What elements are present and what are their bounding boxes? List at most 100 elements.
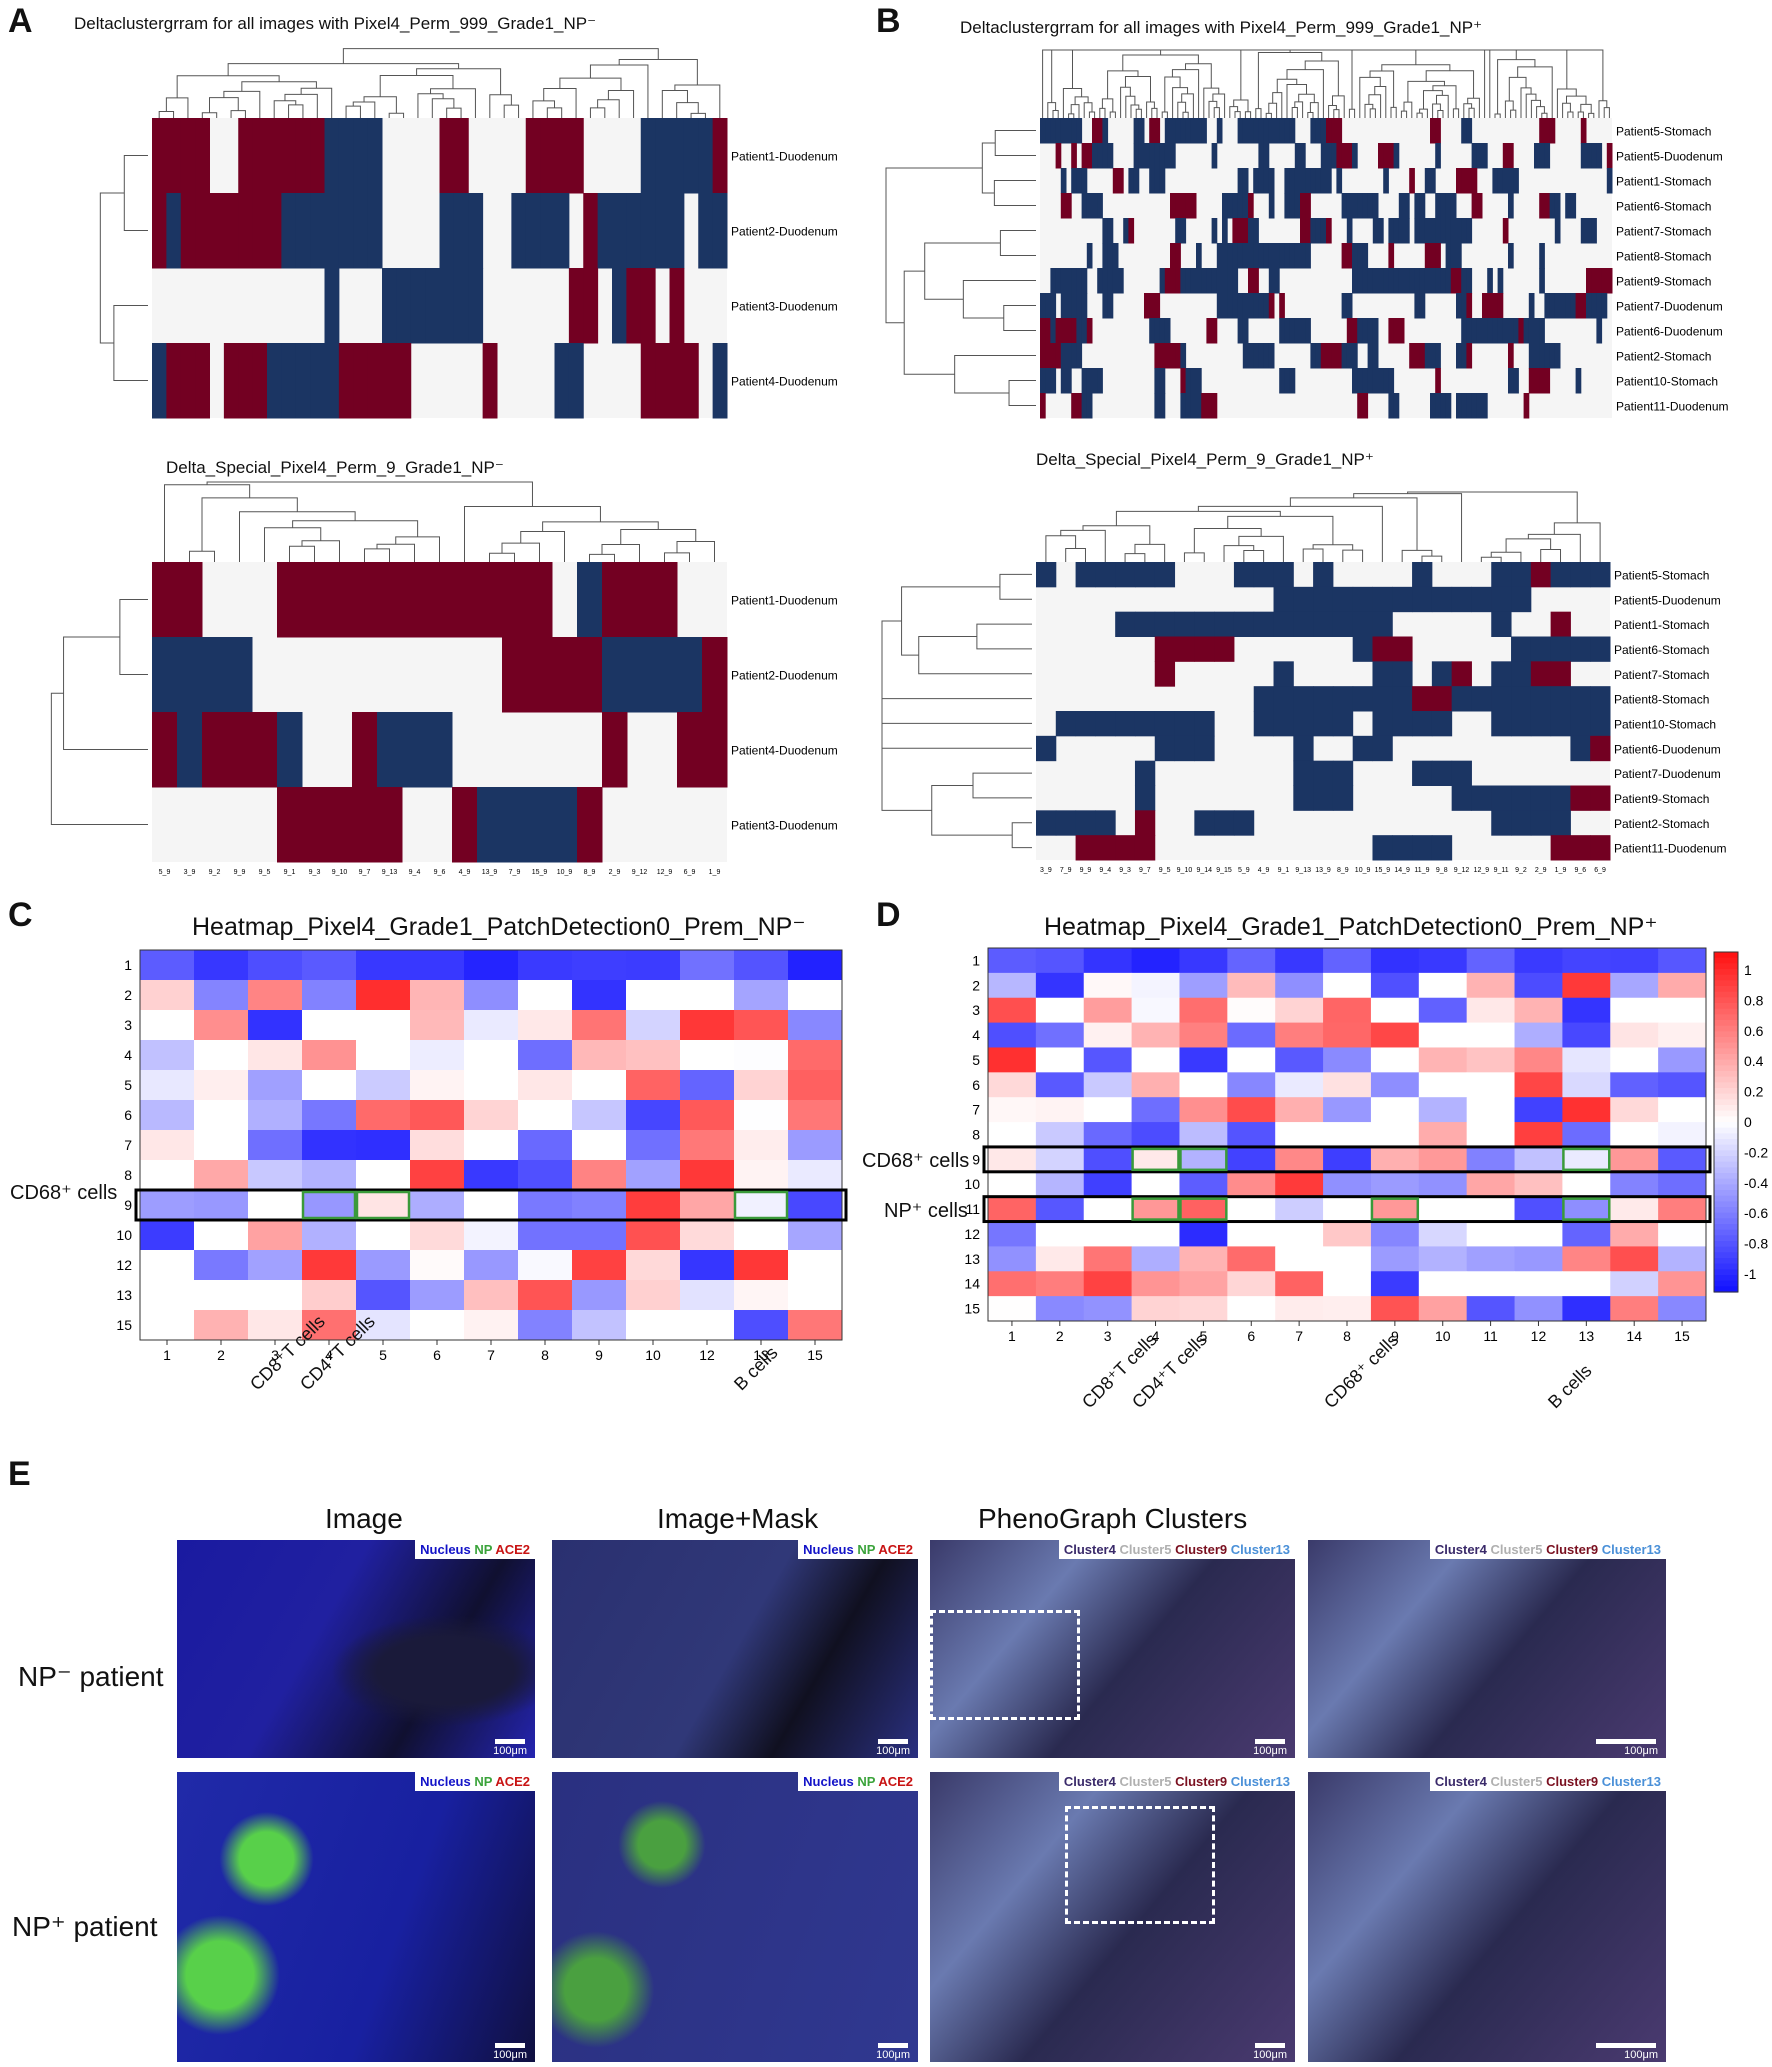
g-d-cell	[1658, 997, 1707, 1024]
g-c-cell	[194, 1280, 249, 1311]
g-c-cell	[356, 1280, 411, 1311]
g-b1-cell	[1190, 268, 1197, 294]
g-b1-cell	[1352, 318, 1358, 344]
g-d-row-tick: 14	[964, 1276, 980, 1292]
g-b2-cell	[1134, 711, 1156, 737]
g-b1-cell	[1076, 293, 1083, 319]
g-d-cell	[1658, 1072, 1707, 1098]
g-b1-cell	[1227, 193, 1233, 219]
g-d-cell	[1610, 1246, 1659, 1272]
g-b2-cell	[1352, 735, 1373, 762]
g-b1-cell	[1045, 343, 1051, 369]
g-a1-cell	[540, 193, 555, 269]
g-b2-row-label: Patient10-Stomach	[1614, 717, 1716, 731]
g-b1-cell	[1258, 143, 1265, 169]
g-b1-cell	[1164, 268, 1171, 294]
colorbar-tick: 0	[1744, 1114, 1752, 1130]
g-d-cell	[1466, 972, 1516, 999]
g-d-cell	[1323, 1171, 1372, 1198]
g-b1-cell	[1476, 143, 1483, 169]
g-d-cell	[1179, 997, 1228, 1024]
g-a1-cell	[439, 268, 455, 344]
g-b1-cell	[1414, 193, 1421, 219]
g-b1-cell	[1461, 393, 1467, 419]
colorbar-segment	[1714, 1286, 1738, 1293]
g-b1-cell	[1274, 118, 1280, 144]
g-d-cell	[1514, 997, 1563, 1024]
g-d-cell	[1658, 1296, 1707, 1322]
g-b2-cell	[1036, 562, 1057, 588]
g-b1-cell	[1258, 168, 1265, 194]
g-b1-cell	[1066, 118, 1072, 144]
g-a2-cell	[702, 712, 728, 788]
g-c-col-tick: 2	[217, 1347, 225, 1363]
g-a2-cell	[377, 712, 403, 788]
g-a1-cell	[482, 343, 498, 419]
g-b2-cell	[1530, 785, 1552, 811]
colorbar-segment	[1714, 1031, 1738, 1038]
g-b1-cell	[1154, 343, 1161, 369]
g-b1-cell	[1326, 343, 1332, 369]
g-a1-cell	[453, 268, 469, 344]
g-a1-cell	[180, 343, 196, 419]
g-c-cell	[356, 980, 411, 1011]
g-c-row-tick: 6	[124, 1107, 132, 1123]
g-c-cell	[734, 1010, 789, 1041]
g-a1-cell	[669, 193, 685, 269]
g-d-col-tick: 5	[1200, 1328, 1208, 1344]
g-b1-cell	[1445, 218, 1452, 244]
g-d-cell	[1514, 1022, 1563, 1048]
g-c-cell	[302, 1070, 357, 1101]
g-b1-cell	[1580, 143, 1587, 169]
g-c-cell	[788, 1070, 843, 1101]
g-b1-cell	[1060, 368, 1067, 394]
g-c-cell	[356, 950, 411, 981]
g-d-cell	[1370, 1246, 1420, 1272]
g-c-cell	[410, 980, 465, 1011]
g-b1-cell	[1071, 268, 1077, 294]
g-d-cell	[1514, 972, 1563, 999]
g-b1-cell	[1570, 293, 1577, 319]
g-b1-cell	[1248, 243, 1254, 269]
g-d-cell-highlight	[1131, 1147, 1180, 1172]
g-b1-cell	[1466, 268, 1473, 294]
g-b1-cell	[1227, 268, 1233, 294]
g-d-cell	[1562, 1196, 1611, 1223]
g-d-cell	[1466, 1122, 1516, 1148]
g-c-cell	[356, 1040, 411, 1071]
e-zoom-box	[930, 1610, 1080, 1720]
g-b1-cell	[1253, 268, 1259, 294]
g-d-cell	[1323, 1047, 1372, 1073]
g-b1-cell	[1289, 368, 1296, 394]
g-d-cell	[1323, 1296, 1372, 1322]
e-legend-item: ACE2	[878, 1542, 913, 1557]
g-b2-cell	[1095, 810, 1116, 836]
g-b1-cell	[1575, 368, 1582, 394]
g-c-cell	[410, 1280, 465, 1311]
e-row-label-np-pos: NP⁺ patient	[12, 1911, 158, 1942]
g-a2-cell	[477, 562, 503, 638]
g-b1-cell	[1586, 143, 1592, 169]
g-b1-cell	[1294, 193, 1301, 219]
g-c-cell	[626, 1190, 681, 1221]
g-d-cell	[1370, 1022, 1420, 1048]
g-d-cell	[988, 1296, 1037, 1322]
g-c-cell	[248, 980, 303, 1011]
g-b2-cell	[1392, 661, 1413, 687]
g-c-cell	[626, 950, 681, 981]
g-b2-cell	[1253, 611, 1275, 637]
g-d-cell	[1610, 1296, 1659, 1322]
g-d-cell	[1466, 1221, 1516, 1247]
g-b1-cell	[1320, 168, 1327, 194]
g-d-col-tick: 3	[1104, 1328, 1112, 1344]
a2-title: Delta_Special_Pixel4_Perm_9_Grade1_NP⁻	[166, 458, 504, 477]
g-b2-cell	[1233, 810, 1255, 836]
g-c-cell	[248, 1160, 303, 1191]
g-b1-cell	[1367, 343, 1374, 369]
g-b1-cell	[1081, 268, 1088, 294]
g-b1-cell	[1102, 293, 1109, 319]
g-d-cell	[1418, 1097, 1468, 1123]
g-b2-cell	[1431, 686, 1453, 712]
g-c-cell	[410, 1310, 465, 1341]
colorbar-segment	[1714, 1263, 1738, 1270]
